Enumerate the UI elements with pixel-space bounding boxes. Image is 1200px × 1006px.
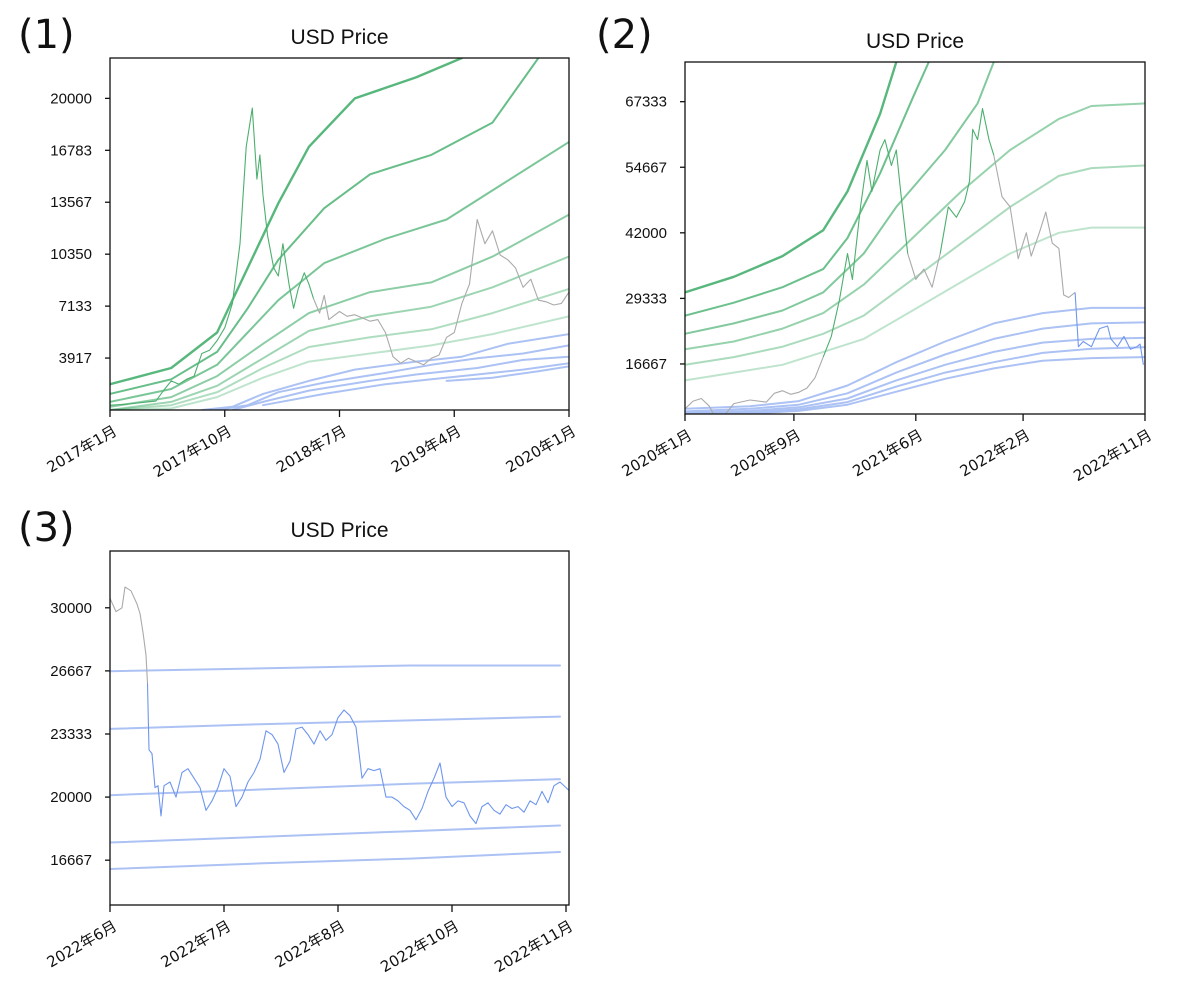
x-tick-label: 2022年2月 bbox=[957, 426, 1033, 480]
chart-panel-2: (2) USD Price 16667 29333 42000 54667 67333 20… bbox=[0, 0, 1200, 500]
price-line-segment-4 bbox=[939, 108, 995, 254]
band-line-8 bbox=[685, 321, 1145, 413]
band-line-1 bbox=[110, 58, 464, 386]
band-line-8 bbox=[200, 333, 569, 410]
chart-panel-1: (1) USD Price 3917 7133 10350 13567 16783 2000… bbox=[0, 0, 600, 500]
price-line-segment-1 bbox=[685, 356, 824, 414]
chart-panel-3: (3) USD Price 16667 20000 23333 26667 30000 20… bbox=[18, 505, 576, 976]
x-tick-label: 2022年7月 bbox=[158, 917, 234, 971]
band-line-9 bbox=[216, 344, 569, 410]
chart-title: USD Price bbox=[290, 519, 388, 542]
band-line-2 bbox=[685, 62, 930, 317]
y-tick-label: 54667 bbox=[625, 159, 667, 176]
band-line-1 bbox=[685, 62, 898, 294]
plot-frame bbox=[109, 550, 570, 906]
band-line-4 bbox=[110, 824, 561, 844]
band-line-5 bbox=[110, 255, 569, 410]
band-line-1 bbox=[110, 664, 561, 673]
y-tick-label: 13567 bbox=[50, 194, 92, 211]
band-line-11 bbox=[685, 356, 1145, 414]
band-line-9 bbox=[685, 336, 1145, 414]
price-line-segment-2 bbox=[312, 218, 569, 366]
band-line-2 bbox=[110, 58, 540, 395]
panel-label-1: (1) bbox=[18, 12, 75, 58]
band-line-7 bbox=[685, 306, 1145, 410]
band-line-11 bbox=[262, 362, 569, 407]
x-tick-label: 2022年6月 bbox=[44, 917, 120, 971]
band-line-2 bbox=[110, 715, 561, 730]
chart-title: USD Price bbox=[866, 30, 964, 53]
y-tick-label: 30000 bbox=[50, 600, 92, 617]
y-tick-label: 42000 bbox=[625, 225, 667, 242]
chart-title: USD Price bbox=[290, 26, 388, 49]
band-line-10 bbox=[685, 346, 1145, 414]
chart-3-svg: USD Price 16667 20000 23333 26667 30000 2022年6… bbox=[44, 519, 576, 976]
plot-area bbox=[685, 62, 1145, 414]
y-tick-label: 16667 bbox=[625, 356, 667, 373]
panel-label-2: (2) bbox=[596, 12, 653, 58]
x-tick-label: 2021年6月 bbox=[850, 426, 926, 480]
price-line-segment-3 bbox=[907, 253, 941, 288]
band-line-6 bbox=[685, 226, 1145, 382]
y-tick-label: 67333 bbox=[625, 94, 667, 111]
y-tick-label: 20000 bbox=[50, 789, 92, 806]
plot-area bbox=[110, 58, 569, 410]
y-tick-label: 7133 bbox=[59, 298, 92, 315]
y-tick-label: 16783 bbox=[50, 142, 92, 159]
band-line-5 bbox=[110, 851, 561, 870]
band-line-3 bbox=[110, 778, 561, 797]
panel-label-3: (3) bbox=[18, 505, 75, 551]
price-line-segment-6 bbox=[1074, 292, 1144, 365]
band-line-4 bbox=[685, 102, 1145, 351]
band-line-7 bbox=[110, 315, 569, 410]
plot-frame bbox=[684, 61, 1146, 415]
x-tick-label: 2020年1月 bbox=[619, 426, 695, 480]
price-line-segment-1 bbox=[110, 586, 149, 684]
band-line-3 bbox=[685, 62, 995, 335]
y-tick-label: 16667 bbox=[50, 852, 92, 869]
plot-area bbox=[110, 586, 569, 870]
y-tick-label: 29333 bbox=[625, 290, 667, 307]
band-line-12 bbox=[445, 365, 569, 382]
x-tick-label: 2022年10月 bbox=[377, 917, 462, 976]
chart-1-svg: USD Price3917713310350135671678320000201… bbox=[44, 26, 579, 481]
x-tick-label: 2022年11月 bbox=[1070, 426, 1155, 485]
y-tick-label: 26667 bbox=[50, 663, 92, 680]
price-line-segment-2 bbox=[822, 139, 909, 358]
x-tick-label: 2022年8月 bbox=[272, 917, 348, 971]
price-line-segment-2 bbox=[146, 683, 569, 825]
x-tick-label: 2022年11月 bbox=[491, 917, 576, 976]
x-tick-label: 2020年9月 bbox=[728, 426, 804, 480]
y-tick-label: 23333 bbox=[50, 726, 92, 743]
y-tick-label: 3917 bbox=[59, 350, 92, 367]
price-line-segment-1 bbox=[110, 107, 315, 406]
chart-2-svg: USD Price 16667 29333 42000 54667 67333 2020年1… bbox=[619, 30, 1155, 485]
band-line-10 bbox=[231, 355, 569, 410]
band-line-5 bbox=[685, 164, 1145, 366]
y-tick-label: 20000 bbox=[50, 90, 92, 107]
price-line-segment-5 bbox=[993, 155, 1076, 299]
y-tick-label: 10350 bbox=[50, 246, 92, 263]
band-line-6 bbox=[110, 287, 569, 410]
